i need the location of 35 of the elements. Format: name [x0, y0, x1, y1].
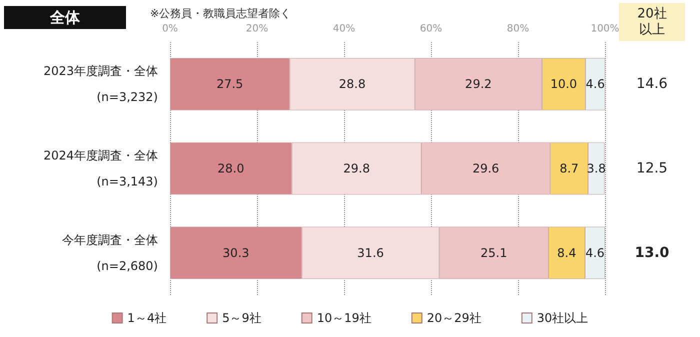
x-tick-label: 40% — [332, 24, 356, 34]
legend-label: 20～29社 — [426, 311, 482, 325]
data-label: 27.5 — [216, 77, 244, 92]
chart-title: 全体 — [49, 8, 81, 26]
data-label: 4.6 — [585, 246, 605, 260]
y-tick-label: 今年度調査・全体 (n=2,680) — [62, 232, 158, 273]
legend-label: 30社以上 — [536, 311, 588, 325]
data-label: 30.3 — [222, 246, 250, 260]
data-label: 25.1 — [480, 246, 508, 260]
data-label: 8.7 — [560, 162, 579, 176]
x-tick-label: 80% — [506, 24, 530, 34]
legend-label: 10～19社 — [316, 311, 372, 325]
data-label: 31.6 — [357, 246, 384, 260]
text: 20社以上 — [637, 6, 667, 38]
data-label: 28.0 — [218, 162, 244, 176]
data-label: 3.8 — [586, 162, 606, 176]
data-label: 10.0 — [550, 77, 578, 92]
x-tick-label: 100% — [590, 24, 620, 34]
text: 12.5 — [636, 160, 668, 176]
x-tick-label: 20% — [246, 24, 268, 34]
data-label: 29.2 — [465, 77, 492, 92]
y-tick-label: 2024年度調査・全体 (n=3,143) — [43, 148, 158, 188]
text: 13.0 — [634, 244, 670, 261]
data-label: 29.8 — [343, 162, 370, 176]
text: 14.6 — [636, 76, 668, 92]
x-tick-label: 0% — [162, 24, 178, 34]
text: ※公務員・教職員志望者除く — [150, 7, 292, 20]
x-tick-label: 60% — [420, 24, 442, 34]
data-label: 28.8 — [338, 77, 366, 92]
data-label: 8.4 — [557, 246, 576, 260]
data-label: 29.6 — [472, 162, 500, 176]
y-tick-label: 2023年度調査・全体 (n=3,232) — [43, 64, 158, 104]
data-label: 4.6 — [586, 77, 605, 92]
legend-label: 1～4社 — [127, 311, 167, 325]
legend-label: 5～9社 — [222, 311, 262, 325]
